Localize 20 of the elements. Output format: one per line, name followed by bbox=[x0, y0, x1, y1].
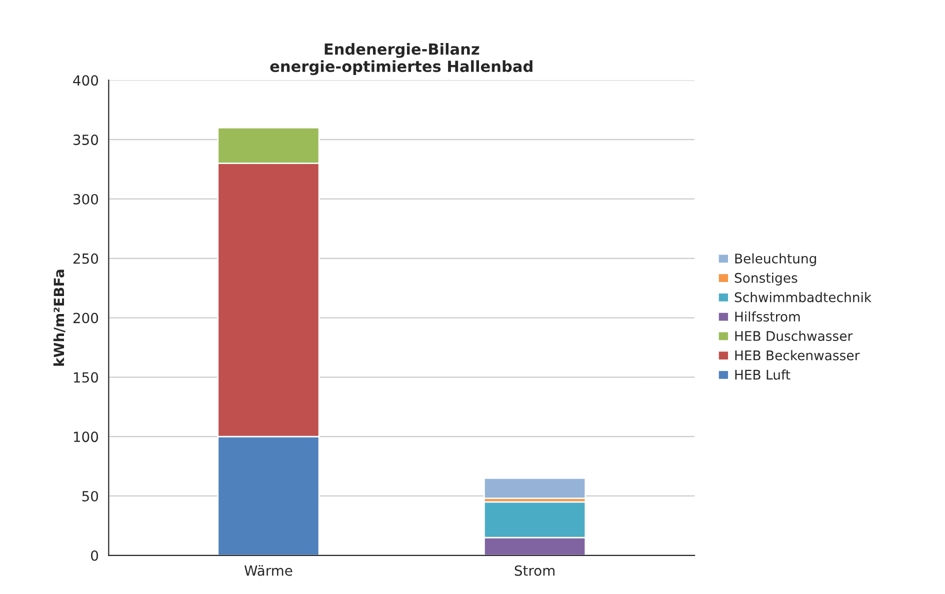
y-tick-label: 50 bbox=[82, 490, 98, 502]
y-tick-label: 300 bbox=[74, 194, 98, 204]
legend-label: Sonstiges bbox=[734, 272, 798, 286]
y-tick-label: 350 bbox=[74, 134, 98, 146]
legend-label: HEB Duschwasser bbox=[735, 330, 853, 341]
x-tick-label: Wärme bbox=[244, 565, 292, 576]
legend-label: HEB Luft bbox=[735, 370, 790, 380]
legend-label: Beleuchtung bbox=[735, 253, 816, 266]
y-tick-label: 200 bbox=[73, 312, 98, 324]
y-tick-label: 150 bbox=[74, 372, 98, 383]
legend-label: Hilfsstrom bbox=[735, 311, 800, 322]
legend-label: HEB Beckenwasser bbox=[735, 350, 860, 360]
y-tick-label: 250 bbox=[73, 253, 98, 264]
y-tick-label: 100 bbox=[74, 432, 98, 442]
y-tick-label: 0 bbox=[91, 550, 98, 561]
y-axis-title: kWh/m²EBFa bbox=[53, 270, 66, 366]
chart-title: Endenergie-Bilanz energie-optimiertes Hallenbad bbox=[270, 43, 532, 76]
y-tick-label: 400 bbox=[73, 75, 98, 86]
legend-label: Schwimmbadtechnik bbox=[734, 292, 872, 302]
x-tick-label: Strom bbox=[514, 565, 554, 576]
